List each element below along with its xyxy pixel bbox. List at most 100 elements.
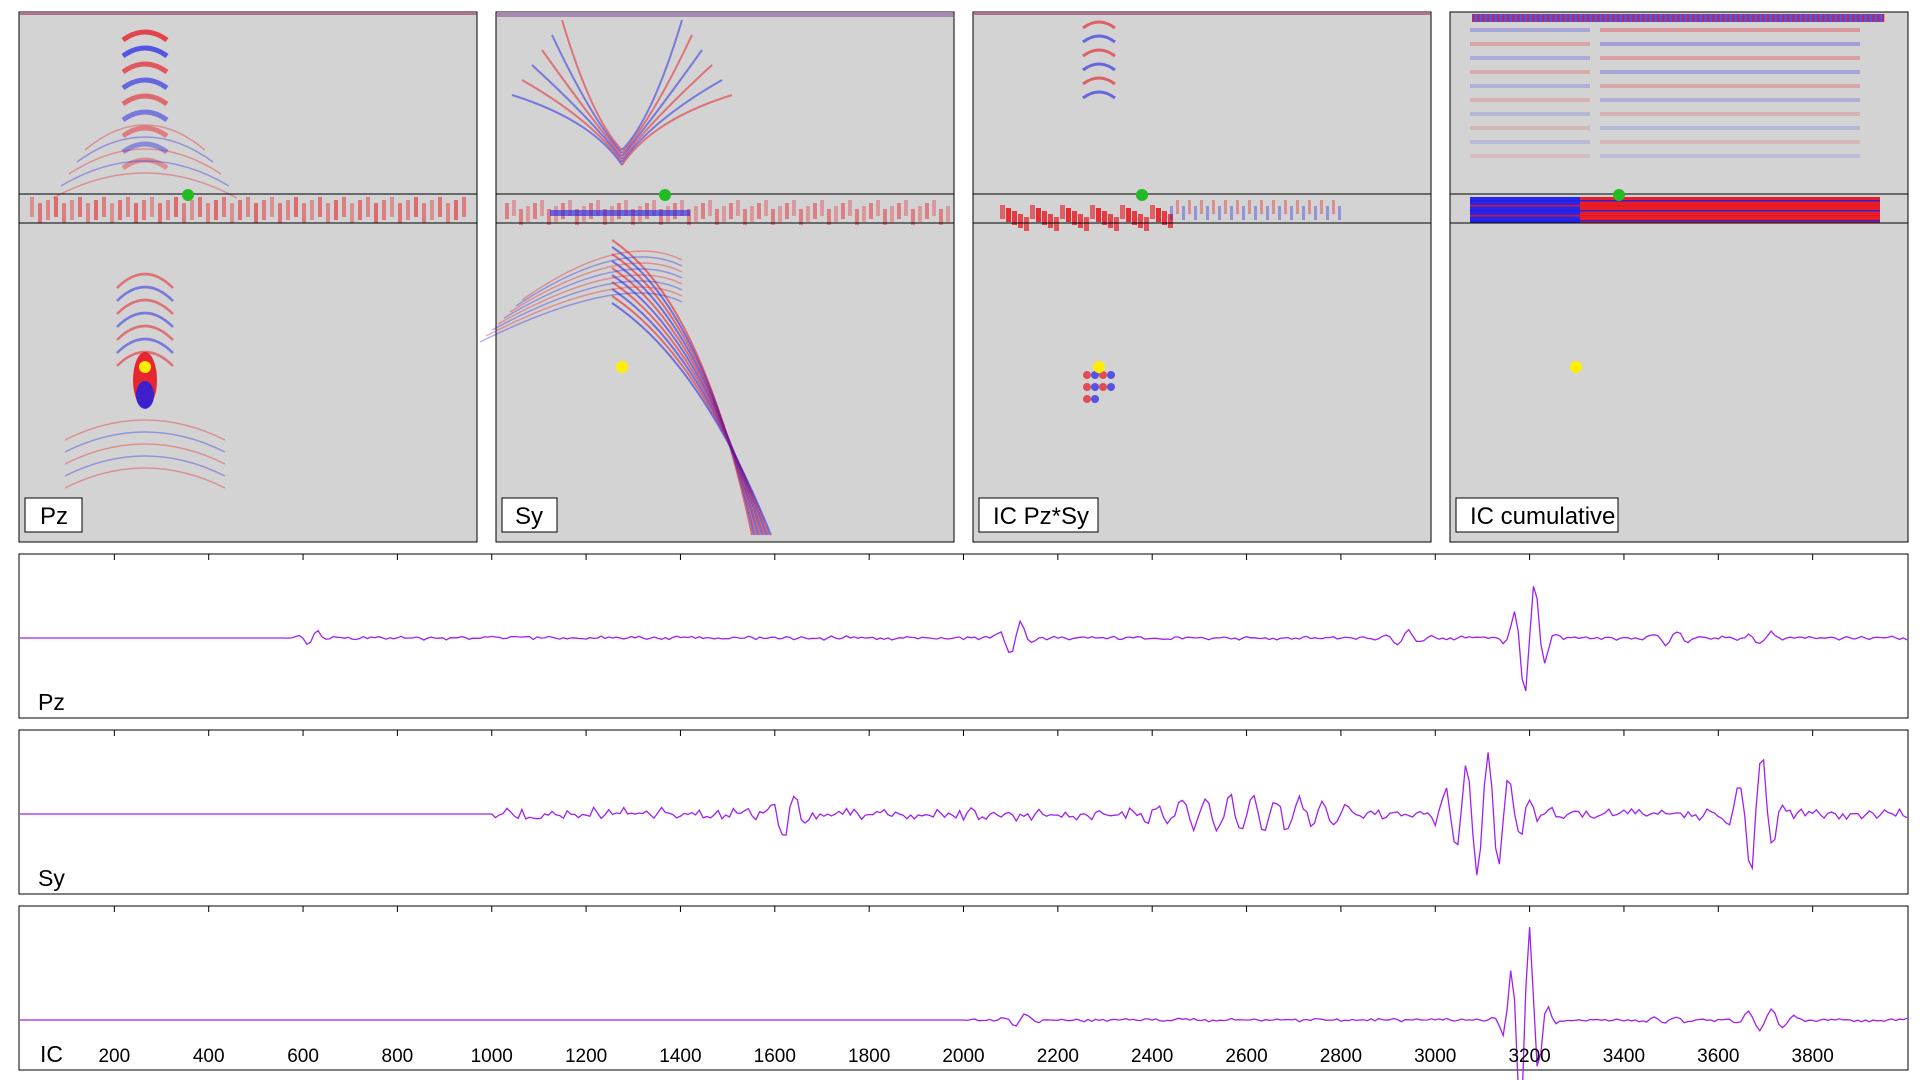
wave-band	[1320, 200, 1323, 214]
wave-band	[1522, 14, 1525, 22]
wave-band	[904, 200, 908, 216]
wave-band	[454, 200, 458, 220]
wave-band	[1600, 98, 1860, 102]
x-tick-label-1000: 1000	[471, 1046, 513, 1067]
wavefront	[541, 49, 623, 157]
wave-band	[182, 203, 186, 223]
wave-band	[1872, 14, 1875, 22]
wave-band	[302, 203, 306, 223]
wave-band	[1642, 14, 1645, 22]
wave-band	[86, 203, 90, 223]
wave-band	[743, 209, 747, 225]
wave-band	[1607, 14, 1610, 22]
wave-band	[1470, 112, 1590, 116]
x-tick-label-3600: 3600	[1697, 1046, 1739, 1067]
wave-band	[652, 200, 656, 216]
wave-band	[1470, 84, 1590, 88]
wave-band	[30, 197, 34, 217]
wave-band	[1006, 208, 1011, 222]
wave-band	[1527, 14, 1530, 22]
wave-band	[1236, 200, 1239, 214]
wave-band	[1114, 217, 1119, 231]
wave-band	[1547, 14, 1550, 22]
wave-band	[911, 209, 915, 225]
wave-band	[680, 200, 684, 216]
wave-band	[1066, 208, 1071, 222]
wave-band	[134, 203, 138, 223]
wave-band	[1572, 14, 1575, 22]
wave-band	[932, 200, 936, 216]
wave-band	[1787, 14, 1790, 22]
wave-band	[1657, 14, 1660, 22]
wavefront	[116, 285, 174, 302]
wave-band	[1617, 14, 1620, 22]
wave-band	[757, 203, 761, 219]
wave-band	[1532, 14, 1535, 22]
trace-label-sy: Sy	[38, 865, 65, 891]
wave-band	[38, 203, 42, 223]
panel-ic-label-box	[978, 497, 1099, 533]
wave-band	[1702, 14, 1705, 22]
wave-band	[505, 203, 509, 219]
x-tick-label-1600: 1600	[754, 1046, 796, 1067]
wavefront	[491, 280, 683, 331]
panel-pz-label: Pz	[40, 503, 68, 530]
wave-band	[246, 197, 250, 217]
wave-band	[1622, 14, 1625, 22]
wave-band	[1102, 211, 1107, 225]
wave-blob	[1091, 395, 1099, 403]
panel-cum-wavefield	[1470, 14, 1885, 223]
wave-band	[1132, 211, 1137, 225]
wavefront	[1082, 76, 1116, 86]
wave-band	[318, 197, 322, 217]
wave-band	[1482, 14, 1485, 22]
wave-band	[1338, 206, 1341, 220]
trace-chart-ic: IC 200 400 600 800 1000 1200 1400 1600 1800 2000 2…	[18, 905, 1909, 1080]
wave-band	[1817, 14, 1820, 22]
wave-band	[1752, 14, 1755, 22]
wave-band	[254, 203, 258, 223]
wave-blob	[1083, 383, 1091, 391]
wave-band	[1200, 200, 1203, 214]
wave-band	[1832, 14, 1835, 22]
wave-band	[820, 200, 824, 216]
wavefront	[497, 274, 683, 325]
wave-band	[1472, 14, 1475, 22]
wave-band	[1587, 14, 1590, 22]
wave-band	[1470, 205, 1880, 207]
panel-pz: Pz	[18, 11, 478, 543]
wave-band	[1507, 14, 1510, 22]
x-tick-label-2200: 2200	[1037, 1046, 1079, 1067]
wave-band	[806, 206, 810, 222]
wavefront	[64, 443, 226, 465]
wave-band	[270, 197, 274, 217]
wave-band	[1637, 14, 1640, 22]
wave-band	[596, 200, 600, 216]
wavefront	[68, 148, 222, 175]
wave-band	[1096, 208, 1101, 222]
wave-band	[1827, 14, 1830, 22]
wavefront	[64, 455, 226, 477]
x-tick-label-2000: 2000	[942, 1046, 984, 1067]
wavefront	[561, 19, 623, 151]
wave-band	[1717, 14, 1720, 22]
wave-band	[785, 203, 789, 219]
wave-band	[1562, 14, 1565, 22]
wave-band	[869, 203, 873, 219]
wave-blob	[136, 381, 154, 409]
wave-band	[230, 203, 234, 223]
wave-band	[1600, 154, 1860, 158]
wave-band	[430, 200, 434, 220]
wave-band	[687, 209, 691, 225]
wave-band	[1782, 14, 1785, 22]
wave-band	[659, 209, 663, 225]
wave-band	[1126, 208, 1131, 222]
wave-band	[1777, 14, 1780, 22]
wavefront	[116, 350, 174, 367]
wave-band	[1162, 211, 1167, 225]
panel-pz-background	[18, 11, 478, 543]
wave-band	[799, 209, 803, 225]
wave-band	[519, 209, 523, 225]
x-axis-tick-labels: 200 400 600 800 1000 1200 1400 1600 1800 2000 2200…	[98, 1046, 1833, 1067]
wavefront	[621, 79, 723, 163]
